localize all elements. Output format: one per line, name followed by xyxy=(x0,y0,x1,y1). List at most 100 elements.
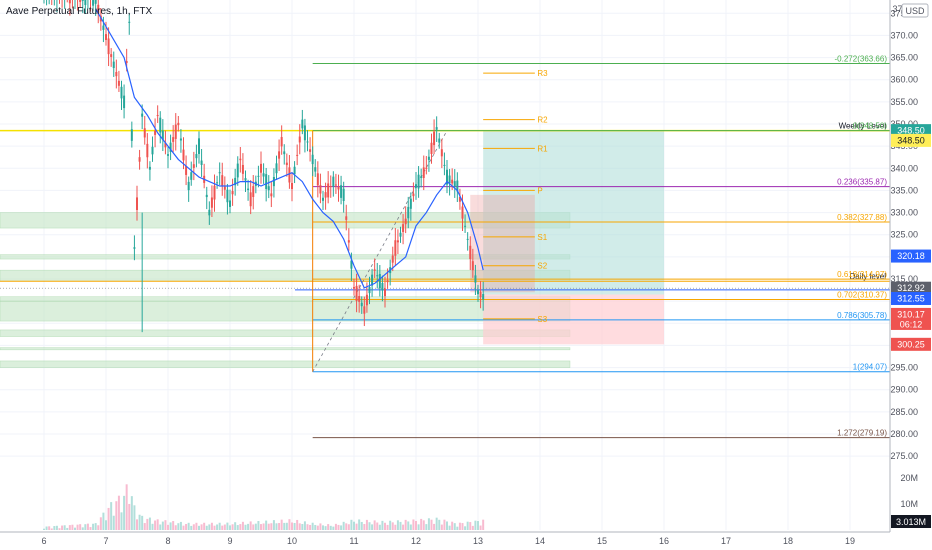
volume-bar xyxy=(283,522,286,530)
price-tick-label: 360.00 xyxy=(890,75,918,85)
volume-bar xyxy=(301,523,304,530)
pivot-label: S2 xyxy=(537,262,547,271)
candle-body xyxy=(226,189,229,203)
volume-bar xyxy=(417,524,420,530)
volume-bar xyxy=(43,528,45,530)
volume-bar xyxy=(76,524,79,530)
candle-body xyxy=(427,156,430,160)
volume-bar xyxy=(236,525,239,530)
volume-bar xyxy=(404,519,407,530)
candle-body xyxy=(448,175,451,184)
candle-body xyxy=(241,164,244,174)
time-tick-label: 15 xyxy=(597,536,607,546)
time-tick-label: 9 xyxy=(227,536,232,546)
candle-body xyxy=(112,61,115,69)
price-tick-label: 330.00 xyxy=(890,208,918,218)
candle-body xyxy=(239,158,242,161)
volume-bar xyxy=(394,524,397,530)
price-tick-label: 370.00 xyxy=(890,30,918,40)
volume-bar xyxy=(288,519,291,530)
volume-bar xyxy=(291,522,293,530)
candle-body xyxy=(466,238,469,240)
candle-body xyxy=(267,186,270,191)
candle-body xyxy=(340,185,343,198)
price-tag: 312.92 xyxy=(897,283,925,293)
time-tick-label: 11 xyxy=(349,536,358,546)
volume-bar xyxy=(368,522,371,530)
candle-body xyxy=(117,80,120,86)
volume-bar xyxy=(192,524,195,530)
currency-box xyxy=(901,3,929,18)
candle-body xyxy=(471,261,474,271)
volume-bar xyxy=(128,503,131,530)
price-tick-label: 365.00 xyxy=(890,53,918,63)
volume-bar xyxy=(247,523,250,530)
candle-body xyxy=(177,122,180,126)
volume-bar xyxy=(293,522,296,530)
level-label: Weekly Level xyxy=(839,122,887,131)
price-tick-label: 275.00 xyxy=(890,451,918,461)
volume-bar xyxy=(190,525,193,530)
candle-body xyxy=(332,176,335,187)
volume-bar xyxy=(136,519,138,530)
candle-body xyxy=(115,71,118,77)
candle-body xyxy=(438,138,441,143)
candle-body xyxy=(301,119,304,129)
pivot-label: R1 xyxy=(537,144,548,153)
volume-bar xyxy=(396,520,399,530)
volume-bar xyxy=(249,521,252,530)
volume-bar xyxy=(164,520,167,530)
candle-body xyxy=(172,137,175,142)
support-zone xyxy=(0,347,571,351)
candle-body xyxy=(141,113,144,117)
price-tick-label: 295.00 xyxy=(890,363,918,373)
volume-bar xyxy=(154,520,157,530)
candle-body xyxy=(378,274,381,289)
volume-bar xyxy=(376,522,379,530)
candle-body xyxy=(443,164,446,166)
volume-bar xyxy=(275,523,278,530)
volume-bar xyxy=(363,524,366,530)
volume-bar xyxy=(458,522,461,530)
candle-body xyxy=(146,143,149,158)
candle-body xyxy=(97,4,100,14)
volume-bar xyxy=(365,519,368,530)
candle-body xyxy=(350,260,353,269)
candle-body xyxy=(272,176,275,187)
candle-body xyxy=(179,138,182,141)
price-tag-bg xyxy=(891,281,931,295)
volume-bar xyxy=(213,525,216,530)
volume-bar xyxy=(448,525,451,530)
candle-body xyxy=(208,209,211,216)
volume-bar xyxy=(373,520,376,530)
volume-bar xyxy=(332,526,335,530)
candle-body xyxy=(125,61,128,63)
candle-body xyxy=(293,166,296,175)
volume-bar xyxy=(474,520,477,530)
volume-bar xyxy=(133,505,136,530)
price-tag-countdown: 06:12 xyxy=(900,319,923,329)
candle-body xyxy=(130,129,133,141)
candle-body xyxy=(161,130,164,140)
candle-body xyxy=(185,166,188,175)
candle-body xyxy=(249,192,252,207)
volume-bar xyxy=(226,522,229,530)
volume-bar xyxy=(231,524,234,530)
volume-bar xyxy=(355,523,358,530)
volume-bar xyxy=(94,523,97,530)
time-tick-label: 7 xyxy=(103,536,108,546)
candle-body xyxy=(322,197,324,201)
candle-body xyxy=(430,142,433,154)
candle-body xyxy=(216,182,219,184)
volume-bar xyxy=(272,520,275,530)
volume-bar xyxy=(185,523,188,530)
fib-label: 0.382(327.88) xyxy=(837,213,887,222)
candle-body xyxy=(244,178,247,181)
candle-body xyxy=(283,151,286,155)
candle-body xyxy=(404,218,407,225)
volume-bar xyxy=(216,524,219,530)
candle-body xyxy=(376,275,379,277)
volume-bar xyxy=(210,522,213,530)
candle-body xyxy=(309,149,312,152)
